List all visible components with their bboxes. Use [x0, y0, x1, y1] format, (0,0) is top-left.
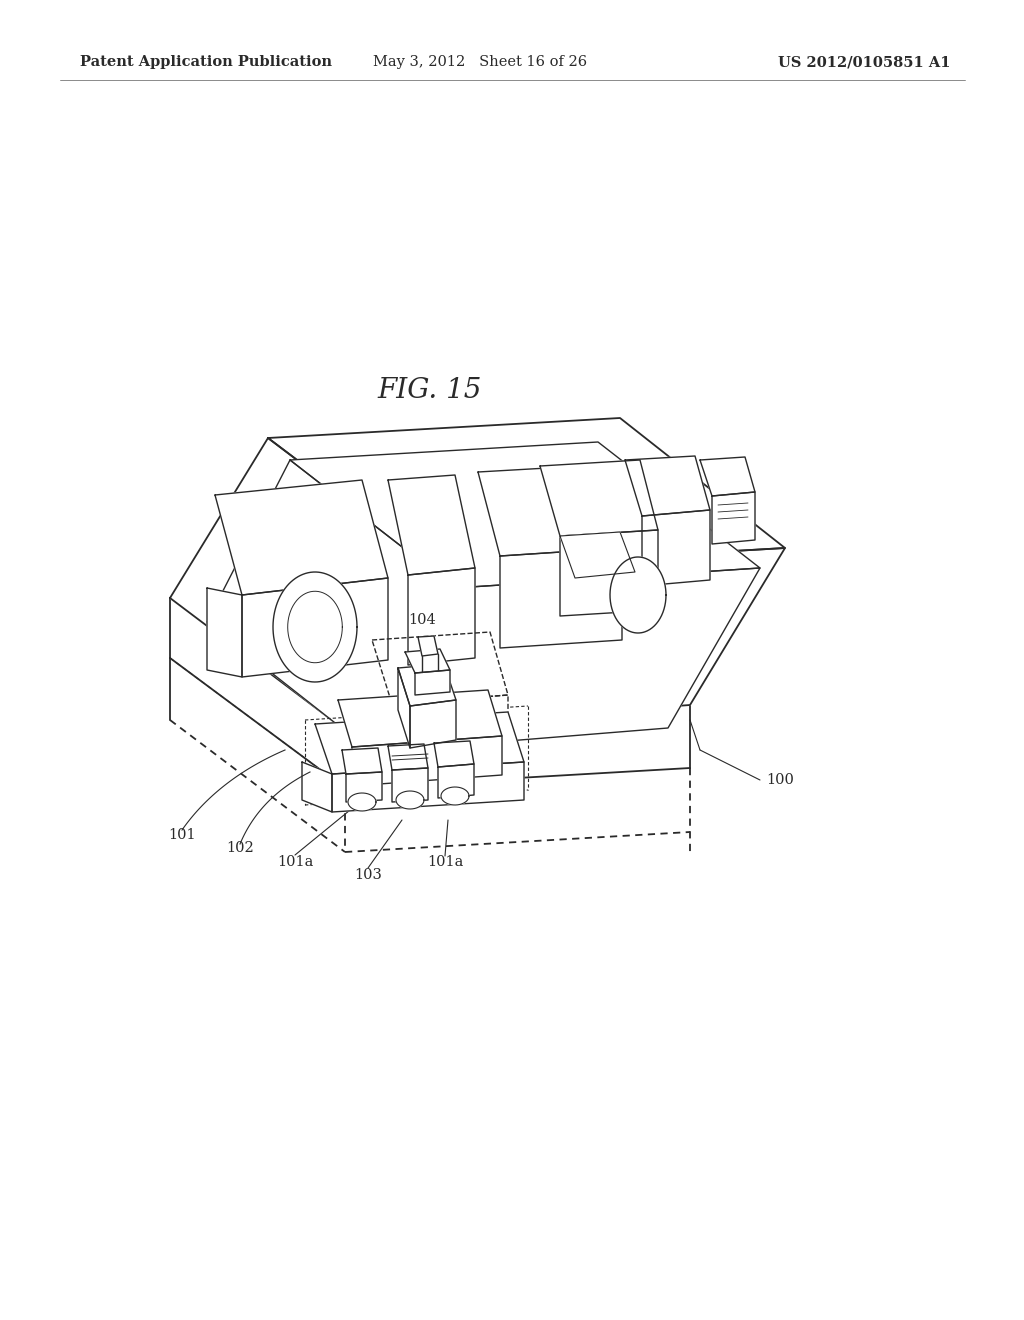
Text: 101: 101: [168, 828, 196, 842]
Polygon shape: [170, 438, 440, 730]
Polygon shape: [410, 700, 456, 748]
Polygon shape: [348, 793, 376, 810]
Polygon shape: [540, 459, 658, 536]
Polygon shape: [352, 737, 502, 785]
Polygon shape: [398, 664, 456, 706]
Text: 102: 102: [226, 841, 254, 855]
Polygon shape: [398, 668, 410, 748]
Polygon shape: [560, 531, 658, 616]
Polygon shape: [268, 418, 785, 568]
Text: 100: 100: [766, 774, 794, 787]
Polygon shape: [406, 649, 450, 673]
Polygon shape: [441, 787, 469, 805]
Text: FIG. 15: FIG. 15: [378, 376, 482, 404]
Polygon shape: [625, 455, 710, 516]
Polygon shape: [560, 532, 635, 578]
Polygon shape: [392, 768, 428, 803]
Polygon shape: [215, 480, 388, 595]
Polygon shape: [290, 442, 760, 587]
Polygon shape: [418, 636, 438, 656]
Polygon shape: [207, 587, 242, 677]
Polygon shape: [712, 492, 755, 544]
Polygon shape: [642, 510, 710, 586]
Polygon shape: [302, 762, 332, 812]
Polygon shape: [345, 548, 785, 730]
Polygon shape: [332, 762, 524, 812]
Polygon shape: [388, 475, 475, 576]
Text: 101a: 101a: [276, 855, 313, 869]
Polygon shape: [342, 748, 382, 774]
Polygon shape: [500, 548, 622, 648]
Polygon shape: [315, 711, 524, 774]
Polygon shape: [438, 764, 474, 799]
Polygon shape: [207, 459, 455, 752]
Polygon shape: [338, 690, 502, 747]
Text: May 3, 2012   Sheet 16 of 26: May 3, 2012 Sheet 16 of 26: [373, 55, 587, 69]
Text: US 2012/0105851 A1: US 2012/0105851 A1: [777, 55, 950, 69]
Text: 104: 104: [409, 612, 436, 627]
Text: 101a: 101a: [427, 855, 463, 869]
Polygon shape: [372, 568, 760, 752]
Polygon shape: [610, 557, 666, 634]
Polygon shape: [408, 568, 475, 665]
Polygon shape: [273, 572, 357, 682]
Polygon shape: [242, 578, 388, 677]
Text: 103: 103: [354, 869, 382, 882]
Polygon shape: [396, 791, 424, 809]
Polygon shape: [388, 744, 428, 770]
Polygon shape: [434, 741, 474, 767]
Polygon shape: [372, 632, 508, 704]
Polygon shape: [478, 465, 622, 556]
Polygon shape: [700, 457, 755, 496]
Polygon shape: [346, 772, 382, 803]
Text: Patent Application Publication: Patent Application Publication: [80, 55, 332, 69]
Polygon shape: [392, 696, 508, 770]
Polygon shape: [415, 671, 450, 696]
